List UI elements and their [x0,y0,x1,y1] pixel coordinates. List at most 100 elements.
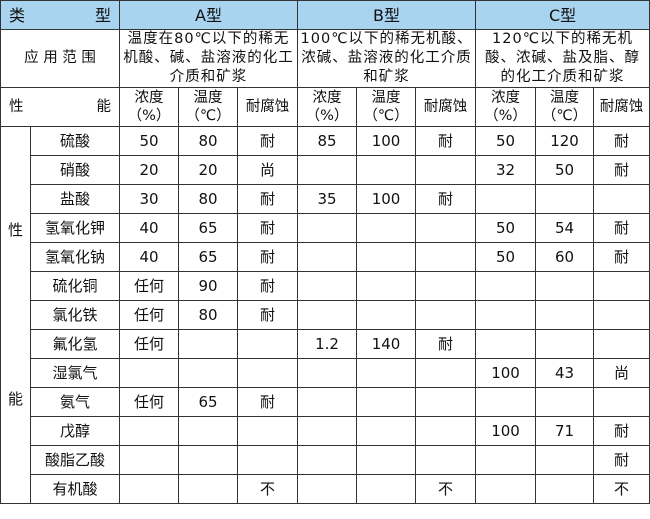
table-row: 氢氧化钾 40 65 耐 50 54 耐 [1,213,650,243]
value-cell: 90 [178,271,239,301]
value-cell: 100 [356,184,417,214]
value-cell: 耐 [593,155,650,185]
scope-c: 120℃以下的稀无机酸、浓碱、盐及脂、醇的化工介质和矿浆 [475,29,650,88]
value-cell [178,416,239,446]
value-cell [535,184,595,214]
value-cell [475,474,537,504]
value-cell [356,242,417,272]
value-cell [415,271,477,301]
column-header: 耐腐蚀 [415,87,477,127]
value-cell [535,445,595,475]
table-row: 盐酸 30 80 耐 35 100 耐 [1,184,650,214]
value-cell: 耐 [237,126,299,156]
value-cell [415,358,477,388]
value-cell: 80 [178,126,239,156]
value-cell: 100 [356,126,417,156]
performance-side-label: 性能 [0,126,31,504]
type-header-row: 类 型 A型 B型 C型 [0,0,650,30]
table-row: 湿氯气 100 43 尚 [1,358,650,388]
value-cell [297,416,358,446]
value-cell [178,358,239,388]
value-cell: 65 [178,242,239,272]
value-cell [415,416,477,446]
table-row: 氢氧化钠 40 65 耐 50 60 耐 [1,242,650,272]
value-cell [535,474,595,504]
table-row: 硝酸 20 20 尚 32 50 耐 [1,155,650,185]
value-cell [356,387,417,417]
value-cell: 任何 [119,329,180,359]
column-header: 温度（℃） [178,87,239,127]
medium-name: 硝酸 [29,155,121,185]
value-cell [237,416,299,446]
value-cell [475,271,537,301]
value-cell [535,300,595,330]
value-cell [297,242,358,272]
column-header: 温度（℃） [356,87,417,127]
type-b: B型 [297,0,477,30]
medium-name: 硫化铜 [29,271,121,301]
value-cell: 耐 [415,329,477,359]
value-cell [356,271,417,301]
value-cell [119,416,180,446]
medium-name: 氯化铁 [29,300,121,330]
value-cell [356,416,417,446]
table-row: 氨气 任何 65 耐 [1,387,650,417]
value-cell: 35 [297,184,358,214]
table-row: 酸脂乙酸 耐 [1,445,650,475]
value-cell: 耐 [593,126,650,156]
value-cell: 耐 [237,300,299,330]
table-row: 有机酸 不 不 不 [1,474,650,504]
column-header: 浓度（%） [119,87,180,127]
value-cell [356,155,417,185]
value-cell [535,329,595,359]
value-cell [297,271,358,301]
value-cell: 耐 [237,271,299,301]
value-cell [297,445,358,475]
value-cell: 耐 [593,445,650,475]
value-cell: 任何 [119,271,180,301]
medium-name: 氟化氢 [29,329,121,359]
column-header: 耐腐蚀 [237,87,299,127]
medium-name: 氨气 [29,387,121,417]
medium-name: 盐酸 [29,184,121,214]
medium-name: 湿氯气 [29,358,121,388]
value-cell [356,300,417,330]
scope-a: 温度在80℃以下的稀无机酸、碱、盐溶液的化工介质和矿浆 [119,29,299,88]
application-row: 应 用 范 围 温度在80℃以下的稀无机酸、碱、盐溶液的化工介质和矿浆 100℃… [0,29,650,88]
value-cell: 任何 [119,387,180,417]
column-header: 温度（℃） [535,87,595,127]
value-cell [475,329,537,359]
value-cell: 43 [535,358,595,388]
value-cell [297,387,358,417]
value-cell: 65 [178,213,239,243]
value-cell: 32 [475,155,537,185]
table-row: 氯化铁 任何 80 耐 [1,300,650,330]
value-cell: 耐 [593,416,650,446]
value-cell: 耐 [415,184,477,214]
value-cell: 50 [475,126,537,156]
medium-name: 氢氧化钠 [29,242,121,272]
value-cell: 20 [119,155,180,185]
value-cell: 耐 [237,387,299,417]
value-cell: 50 [475,242,537,272]
value-cell: 1.2 [297,329,358,359]
value-cell: 耐 [593,242,650,272]
corrosion-resistance-table: 类 型 A型 B型 C型 应 用 范 围 温度在80℃以下的稀无机酸、碱、盐溶液… [0,0,650,504]
value-cell [297,155,358,185]
value-cell: 65 [178,387,239,417]
value-cell: 40 [119,242,180,272]
value-cell [297,300,358,330]
medium-name: 硫酸 [29,126,121,156]
value-cell [415,445,477,475]
value-cell [415,155,477,185]
table-row: 戊醇 100 71 耐 [1,416,650,446]
value-cell: 任何 [119,300,180,330]
value-cell [415,300,477,330]
value-cell [475,387,537,417]
value-cell: 71 [535,416,595,446]
value-cell: 50 [119,126,180,156]
value-cell [119,358,180,388]
medium-name: 酸脂乙酸 [29,445,121,475]
value-cell: 耐 [237,213,299,243]
column-header: 浓度（%） [297,87,358,127]
